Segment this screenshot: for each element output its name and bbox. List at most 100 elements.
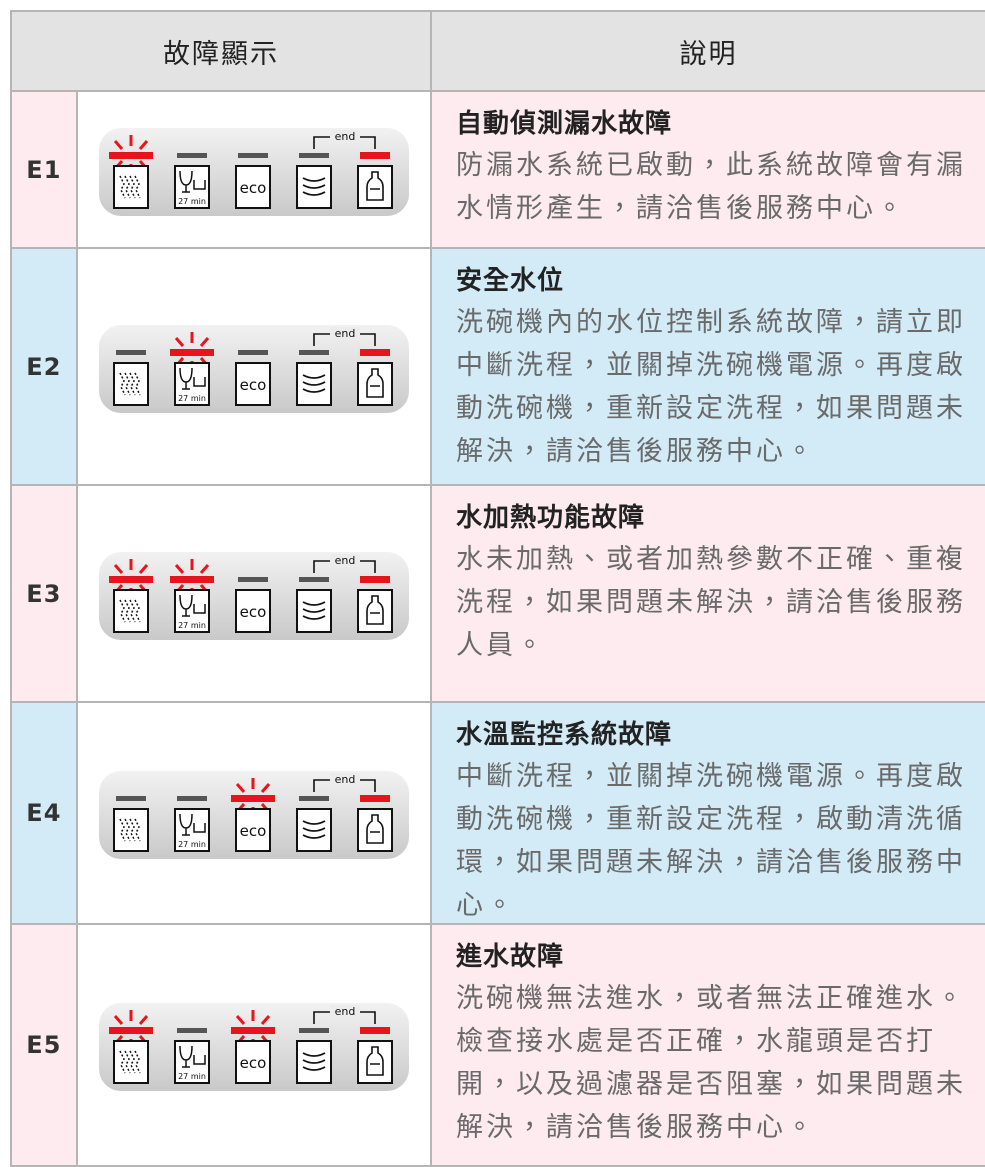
eco-label: eco (240, 603, 267, 621)
fault-title: 安全水位 (456, 266, 565, 296)
indicator (298, 1028, 329, 1033)
icon-spray (134, 818, 141, 842)
icon-wave (302, 176, 326, 182)
panel-cell: end 27 min eco (77, 925, 430, 1165)
icon-spray (129, 175, 136, 198)
control-panel: end 27 min eco (98, 324, 409, 413)
icon-spray (129, 818, 136, 842)
icon-box (295, 808, 332, 852)
indicator (115, 796, 146, 801)
icon-box (234, 164, 271, 209)
icon-box (356, 1040, 393, 1084)
blink-ray (235, 783, 245, 793)
eco-label: eco (240, 1054, 267, 1072)
blink-ray (235, 1015, 245, 1025)
icon-box (112, 808, 149, 852)
blink-ray (138, 563, 148, 574)
indicator (237, 152, 268, 158)
control-panel: end 27 min eco (98, 771, 409, 859)
icon-wave (302, 373, 326, 379)
icon-wave (302, 827, 326, 832)
timer-label: 27 min (178, 1072, 206, 1081)
display-cell: E2 end 27 min eco (12, 249, 432, 484)
fault-title: 水溫監控系統故障 (456, 720, 673, 750)
icon-spray (124, 599, 131, 622)
header-row: 故障顯示 說明 (12, 12, 985, 92)
fault-description: 防漏水系統已啟動，此系統故障會有漏水情形產生，請洽售後服務中心。 (456, 150, 966, 224)
icon-spray (129, 1050, 136, 1074)
table-row: E4 end 27 min eco 水溫監控系統故障 中斷洗程，並關掉洗碗機電源。再度啟動… (12, 703, 985, 925)
display-cell: E5 end 27 min eco (12, 925, 432, 1165)
icon-box (295, 588, 332, 633)
icon-wave (302, 614, 326, 620)
end-bg (329, 553, 360, 567)
icon-wave (302, 1052, 326, 1057)
fault-title: 水加熱功能故障 (456, 503, 646, 533)
icon-glass (179, 170, 193, 193)
indicator (298, 349, 329, 355)
icon-wave (302, 834, 326, 839)
icon-box (295, 164, 332, 209)
fault-description: 洗碗機無法進水，或者無法正確進水。檢查接水處是否正確，水龍頭是否打開，以及過濾器… (456, 983, 966, 1143)
icon-wave (302, 387, 326, 393)
icon-spray (119, 599, 126, 622)
icon-spray (119, 372, 126, 395)
end-label: end (334, 327, 355, 340)
indicator (359, 348, 390, 356)
description-cell: 水加熱功能故障 水未加熱、或者加熱參數不正確、重複洗程，如果問題未解決，請洽售後服… (432, 486, 985, 701)
control-panel: end 27 min eco (98, 1003, 409, 1091)
blink-ray (113, 1015, 123, 1025)
indicator-glow (230, 795, 275, 802)
timer-label: 27 min (178, 394, 206, 403)
icon-wave (302, 190, 326, 196)
icon-box (356, 588, 393, 633)
timer-label: 27 min (178, 197, 206, 206)
description-cell: 安全水位 洗碗機內的水位控制系統故障，請立即中斷洗程，並關掉洗碗機電源。再度啟動洗… (432, 249, 985, 484)
indicator-glow (169, 575, 214, 583)
indicator (237, 576, 268, 582)
header-cell: 說明 (679, 38, 738, 70)
table-row: E5 end 27 min eco 進水故障 洗碗機無法進水，或者無法正確進水。檢查接水處… (12, 925, 985, 1167)
icon-spray (134, 372, 141, 395)
icon-glass (179, 367, 193, 390)
panel-cell: end 27 min eco (77, 486, 430, 701)
icon-wave (302, 1066, 326, 1071)
icon-box (112, 1040, 149, 1084)
indicator (359, 575, 390, 583)
icon-box (295, 1040, 332, 1084)
icon-spray (119, 175, 126, 198)
end-label: end (334, 130, 355, 143)
fault-title: 進水故障 (456, 942, 565, 972)
end-bg (329, 326, 360, 340)
blink-ray (113, 139, 123, 150)
blink-ray (113, 563, 123, 574)
display-cell: E4 end 27 min eco (12, 703, 432, 923)
icon-bottle (366, 367, 384, 398)
icon-glass (179, 594, 193, 617)
indicator-glow (108, 151, 153, 159)
icon-spray (134, 1050, 141, 1074)
panel-cell: end 27 min eco (77, 249, 430, 484)
indicator (237, 349, 268, 355)
error-code: E2 (12, 249, 78, 484)
error-code: E4 (12, 703, 78, 923)
icon-wave (302, 607, 326, 613)
icon-spray (129, 372, 136, 395)
icon-cup (193, 1055, 206, 1065)
blink-ray (199, 563, 209, 574)
indicator (176, 1028, 207, 1033)
blink-ray (138, 139, 148, 150)
icon-spray (134, 599, 141, 622)
blink-ray (199, 336, 209, 347)
icon-spray (124, 1050, 131, 1074)
table-row: E1 end 27 min eco 自動偵測漏水故障 防漏水系統已啟動，此系統故障會有漏水… (12, 92, 985, 249)
indicator (298, 152, 329, 158)
icon-spray (134, 175, 141, 198)
timer-label: 27 min (178, 621, 206, 630)
icon-box (112, 361, 149, 406)
icon-glass (179, 1045, 193, 1068)
display-cell: E1 end 27 min eco (12, 92, 432, 247)
panel-cell: end 27 min eco (77, 92, 430, 247)
